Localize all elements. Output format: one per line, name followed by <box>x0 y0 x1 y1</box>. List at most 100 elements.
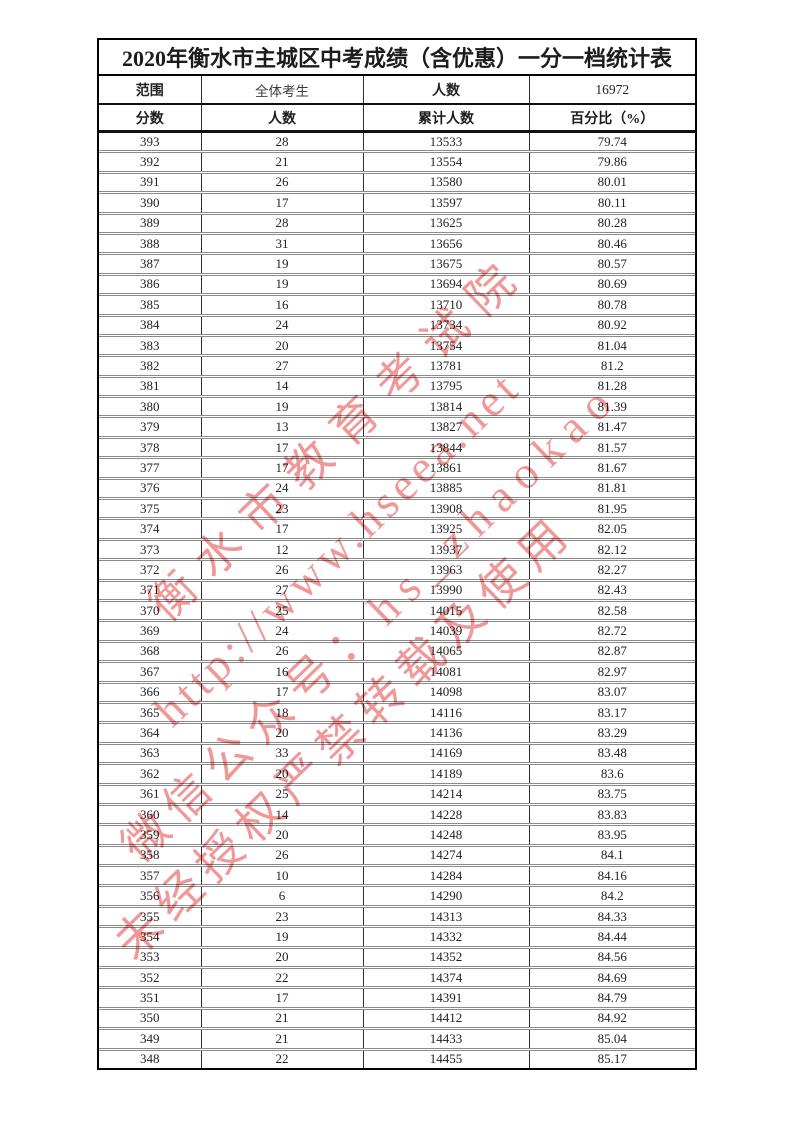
percent-cell: 82.27 <box>528 558 695 581</box>
percent-cell: 80.46 <box>528 231 695 254</box>
percent-cell: 82.72 <box>528 619 695 642</box>
cumulative-cell: 13580 <box>362 170 529 193</box>
cumulative-cell: 14352 <box>362 945 529 968</box>
table-row: 360 14 14228 83.83 <box>99 802 695 825</box>
count-cell: 33 <box>200 741 363 764</box>
score-cell: 348 <box>99 1047 201 1068</box>
percent-cell: 80.57 <box>528 252 695 275</box>
table-row: 381 14 13795 81.28 <box>99 374 695 397</box>
cumulative-cell: 14039 <box>362 619 529 642</box>
percent-cell: 84.79 <box>528 986 695 1009</box>
cumulative-cell: 13710 <box>362 293 529 316</box>
score-cell: 362 <box>99 762 201 784</box>
count-cell: 19 <box>200 272 363 295</box>
score-cell: 374 <box>99 517 201 540</box>
score-cell: 353 <box>99 945 201 968</box>
score-cell: 361 <box>99 782 201 805</box>
cumulative-cell: 13963 <box>362 558 529 581</box>
count-cell: 17 <box>200 680 363 703</box>
table-row: 356 6 14290 84.2 <box>99 884 695 907</box>
table-row: 391 26 13580 80.01 <box>99 170 695 193</box>
score-cell: 358 <box>99 843 201 866</box>
cumulative-cell: 14065 <box>362 639 529 662</box>
percent-cell: 81.57 <box>528 435 695 458</box>
cumulative-cell: 14274 <box>362 843 529 866</box>
table-row: 364 20 14136 83.29 <box>99 721 695 744</box>
score-cell: 378 <box>99 435 201 458</box>
percent-cell: 83.83 <box>528 802 695 825</box>
table-row: 377 17 13861 81.67 <box>99 456 695 479</box>
table-row: 371 27 13990 82.43 <box>99 578 695 601</box>
count-cell: 26 <box>200 639 363 662</box>
percent-cell: 80.92 <box>528 313 695 336</box>
cumulative-cell: 13554 <box>362 150 529 173</box>
count-cell: 24 <box>200 619 363 642</box>
score-cell: 363 <box>99 741 201 764</box>
table-row: 390 17 13597 80.11 <box>99 191 695 214</box>
statistics-grid: 范围 全体考生 人数 16972 分数 人数 累计人数 百分比（%） 393 28… <box>99 76 695 1068</box>
table-row: 375 23 13908 81.95 <box>99 497 695 519</box>
cumulative-cell: 13597 <box>362 191 529 214</box>
table-row: 350 21 14412 84.92 <box>99 1006 695 1029</box>
table-row: 357 10 14284 84.16 <box>99 864 695 886</box>
count-cell: 25 <box>200 598 363 621</box>
table-row: 373 12 13937 82.12 <box>99 537 695 560</box>
table-row: 376 24 13885 81.81 <box>99 476 695 499</box>
table-row: 368 26 14065 82.87 <box>99 639 695 662</box>
range-label: 范围 <box>99 76 201 105</box>
cumulative-cell: 14189 <box>362 762 529 784</box>
column-header-count: 人数 <box>200 104 363 133</box>
percent-cell: 83.95 <box>528 823 695 846</box>
score-cell: 367 <box>99 660 201 683</box>
score-cell: 351 <box>99 986 201 1009</box>
cumulative-cell: 13533 <box>362 131 529 152</box>
percent-cell: 83.6 <box>528 762 695 784</box>
range-value: 全体考生 <box>200 76 363 105</box>
score-cell: 373 <box>99 537 201 560</box>
percent-cell: 83.75 <box>528 782 695 805</box>
percent-cell: 83.29 <box>528 721 695 744</box>
score-cell: 391 <box>99 170 201 193</box>
count-cell: 14 <box>200 802 363 825</box>
percent-cell: 79.74 <box>528 131 695 152</box>
table-row: 374 17 13925 82.05 <box>99 517 695 540</box>
cumulative-cell: 13861 <box>362 456 529 479</box>
table-row: 386 19 13694 80.69 <box>99 272 695 295</box>
distribution-table-body: 393 28 13533 79.74 392 21 13554 79.86 391 26 13580… <box>99 131 695 1068</box>
count-cell: 27 <box>200 578 363 601</box>
count-cell: 16 <box>200 293 363 316</box>
percent-cell: 81.39 <box>528 395 695 417</box>
percent-cell: 82.97 <box>528 660 695 683</box>
percent-cell: 81.95 <box>528 497 695 519</box>
table-row: 352 22 14374 84.69 <box>99 965 695 988</box>
count-cell: 23 <box>200 904 363 927</box>
percent-cell: 81.28 <box>528 374 695 397</box>
count-cell: 17 <box>200 517 363 540</box>
score-cell: 383 <box>99 333 201 356</box>
cumulative-cell: 14136 <box>362 721 529 744</box>
table-row: 369 24 14039 82.72 <box>99 619 695 642</box>
table-row: 388 31 13656 80.46 <box>99 231 695 254</box>
table-row: 379 13 13827 81.47 <box>99 415 695 438</box>
score-cell: 389 <box>99 211 201 234</box>
cumulative-cell: 14228 <box>362 802 529 825</box>
table-row: 351 17 14391 84.79 <box>99 986 695 1009</box>
total-count-label: 人数 <box>362 76 529 105</box>
score-cell: 355 <box>99 904 201 927</box>
count-cell: 25 <box>200 782 363 805</box>
percent-cell: 81.04 <box>528 333 695 356</box>
count-cell: 27 <box>200 354 363 377</box>
cumulative-cell: 13781 <box>362 354 529 377</box>
cumulative-cell: 14015 <box>362 598 529 621</box>
percent-cell: 79.86 <box>528 150 695 173</box>
score-cell: 365 <box>99 700 201 723</box>
table-row: 383 20 13754 81.04 <box>99 333 695 356</box>
count-cell: 19 <box>200 252 363 275</box>
score-cell: 388 <box>99 231 201 254</box>
cumulative-cell: 14332 <box>362 925 529 948</box>
table-row: 370 25 14015 82.58 <box>99 598 695 621</box>
table-row: 392 21 13554 79.86 <box>99 150 695 173</box>
table-row: 348 22 14455 85.17 <box>99 1047 695 1068</box>
cumulative-cell: 13885 <box>362 476 529 499</box>
summary-row: 范围 全体考生 人数 16972 <box>99 76 695 105</box>
